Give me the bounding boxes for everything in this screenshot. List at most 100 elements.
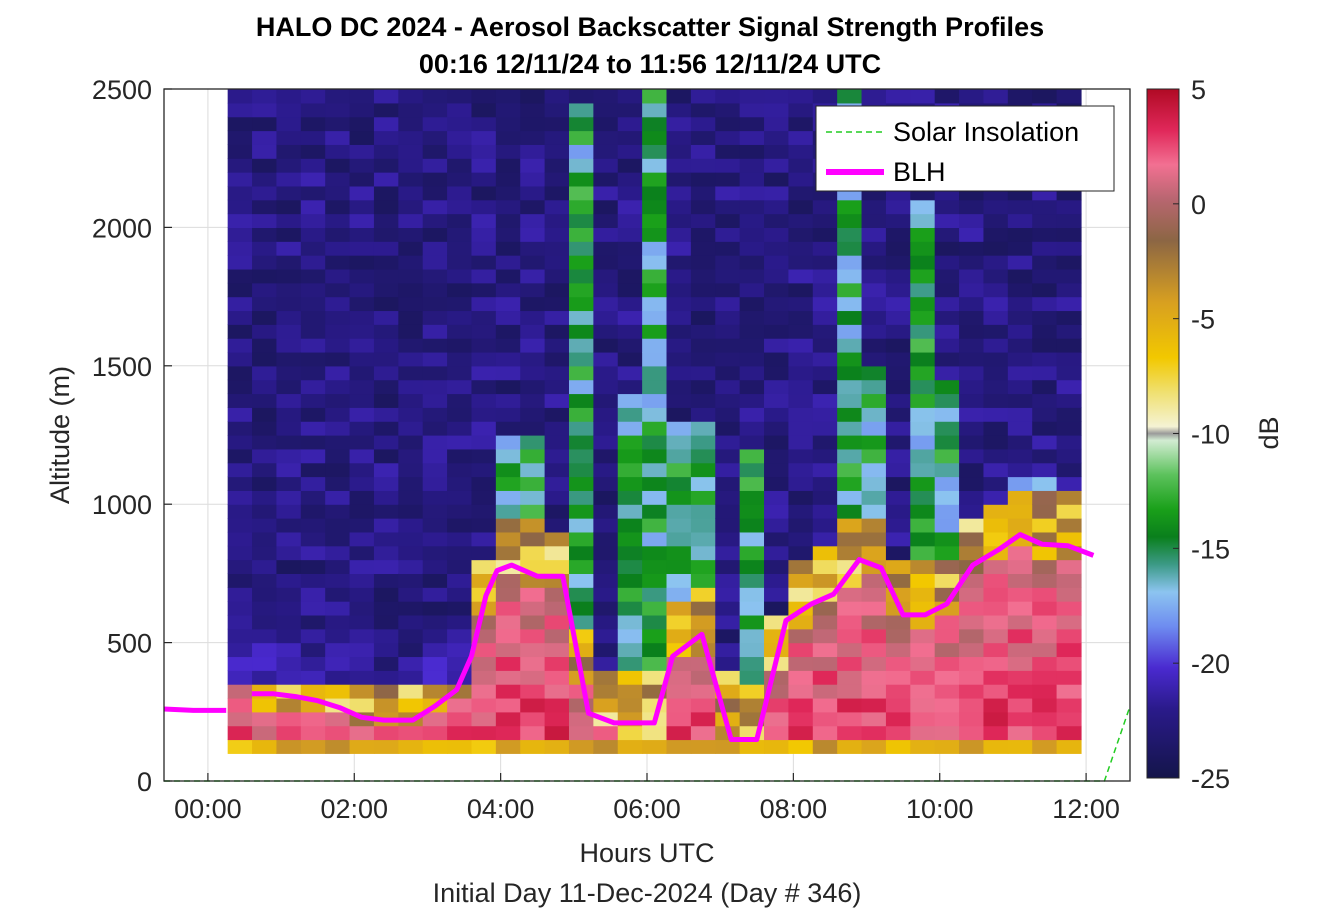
heatmap-cell xyxy=(398,89,424,104)
heatmap-cell xyxy=(544,393,570,408)
heatmap-cell xyxy=(959,89,985,104)
heatmap-cell xyxy=(934,89,960,104)
heatmap-cell xyxy=(739,504,765,519)
heatmap-cell xyxy=(617,642,643,658)
heatmap-cell xyxy=(495,255,521,270)
heatmap-cell xyxy=(642,379,668,395)
heatmap-cell xyxy=(861,545,887,561)
heatmap-cell xyxy=(690,185,716,201)
heatmap-cell xyxy=(593,338,619,353)
heatmap-cell xyxy=(983,227,1009,242)
x-axis-ticks: 00:00 02:00 04:00 06:00 08:00 10:00 12:00 xyxy=(174,773,1120,824)
heatmap-cell xyxy=(398,656,424,671)
heatmap-cell xyxy=(837,697,863,713)
heatmap-cell xyxy=(276,573,302,588)
heatmap-cell xyxy=(959,241,985,256)
heatmap-cell xyxy=(544,642,570,658)
colorbar-tick-label: -20 xyxy=(1191,649,1230,679)
heatmap-cell xyxy=(422,587,448,602)
heatmap-cell xyxy=(252,462,278,478)
heatmap-cell xyxy=(910,310,936,325)
heatmap-cell xyxy=(447,282,473,298)
heatmap-cell xyxy=(252,448,278,464)
heatmap-cell xyxy=(593,282,619,298)
heatmap-cell xyxy=(959,407,985,422)
heatmap-cell xyxy=(325,282,351,298)
heatmap-cell xyxy=(593,227,619,242)
heatmap-cell xyxy=(934,324,960,339)
heatmap-cell xyxy=(959,435,985,450)
heatmap-cell xyxy=(520,227,546,242)
heatmap-cell xyxy=(959,324,985,339)
heatmap-cell xyxy=(325,102,351,118)
heatmap-cell xyxy=(885,711,911,727)
heatmap-cell xyxy=(910,268,936,284)
heatmap-cell xyxy=(885,614,911,630)
heatmap-cell xyxy=(568,435,594,450)
heatmap-cell xyxy=(690,116,716,132)
heatmap-cell xyxy=(959,490,985,505)
heatmap-cell xyxy=(398,531,424,547)
heatmap-cell xyxy=(422,476,448,491)
heatmap-cell xyxy=(349,296,375,312)
heatmap-cell xyxy=(617,144,643,159)
heatmap-cell xyxy=(690,282,716,298)
heatmap-cell xyxy=(422,504,448,519)
heatmap-cell xyxy=(227,116,253,132)
heatmap-cell xyxy=(227,241,253,256)
heatmap-cell xyxy=(520,518,546,533)
heatmap-cell xyxy=(666,227,692,242)
heatmap-cell xyxy=(764,518,790,533)
heatmap-cell xyxy=(861,725,887,741)
heatmap-cell xyxy=(1056,435,1082,450)
heatmap-cell xyxy=(1032,241,1058,256)
heatmap-cell xyxy=(617,213,643,228)
heatmap-cell xyxy=(788,476,814,491)
heatmap-cell xyxy=(910,379,936,395)
heatmap-cell xyxy=(325,310,351,325)
heatmap-cell xyxy=(544,421,570,436)
heatmap-cell xyxy=(276,725,302,741)
heatmap-cell xyxy=(642,587,668,602)
heatmap-cell xyxy=(227,518,253,533)
heatmap-cell xyxy=(325,296,351,312)
heatmap-cell xyxy=(373,545,399,561)
heatmap-cell xyxy=(227,393,253,408)
heatmap-cell xyxy=(764,324,790,339)
legend-box xyxy=(815,105,1115,192)
heatmap-cell xyxy=(1056,476,1082,491)
heatmap-cell xyxy=(276,490,302,505)
heatmap-cell xyxy=(642,144,668,159)
heatmap-cell xyxy=(983,601,1009,616)
heatmap-cell xyxy=(1007,199,1033,215)
heatmap-cell xyxy=(910,255,936,270)
heatmap-cell xyxy=(1056,393,1082,408)
heatmap-cell xyxy=(227,130,253,145)
heatmap-cell xyxy=(715,490,741,505)
heatmap-cell xyxy=(715,158,741,173)
heatmap-cell xyxy=(349,614,375,630)
heatmap-cell xyxy=(642,697,668,713)
heatmap-cell xyxy=(837,379,863,395)
heatmap-cell xyxy=(934,531,960,547)
heatmap-cell xyxy=(837,421,863,436)
heatmap-cell xyxy=(544,255,570,270)
heatmap-cell xyxy=(739,545,765,561)
heatmap-cell xyxy=(739,144,765,159)
heatmap-cell xyxy=(276,421,302,436)
heatmap-cell xyxy=(666,324,692,339)
heatmap-cell xyxy=(300,241,326,256)
heatmap-cell xyxy=(812,213,838,228)
heatmap-cell xyxy=(373,89,399,104)
heatmap-cell xyxy=(398,296,424,312)
heatmap-cell xyxy=(764,255,790,270)
heatmap-cell xyxy=(934,407,960,422)
heatmap-cell xyxy=(885,296,911,312)
heatmap-cell xyxy=(349,185,375,201)
heatmap-cell xyxy=(788,531,814,547)
heatmap-cell xyxy=(764,393,790,408)
heatmap-cell xyxy=(447,351,473,367)
heatmap-cell xyxy=(885,628,911,644)
heatmap-cell xyxy=(471,739,497,754)
heatmap-cell xyxy=(447,601,473,616)
